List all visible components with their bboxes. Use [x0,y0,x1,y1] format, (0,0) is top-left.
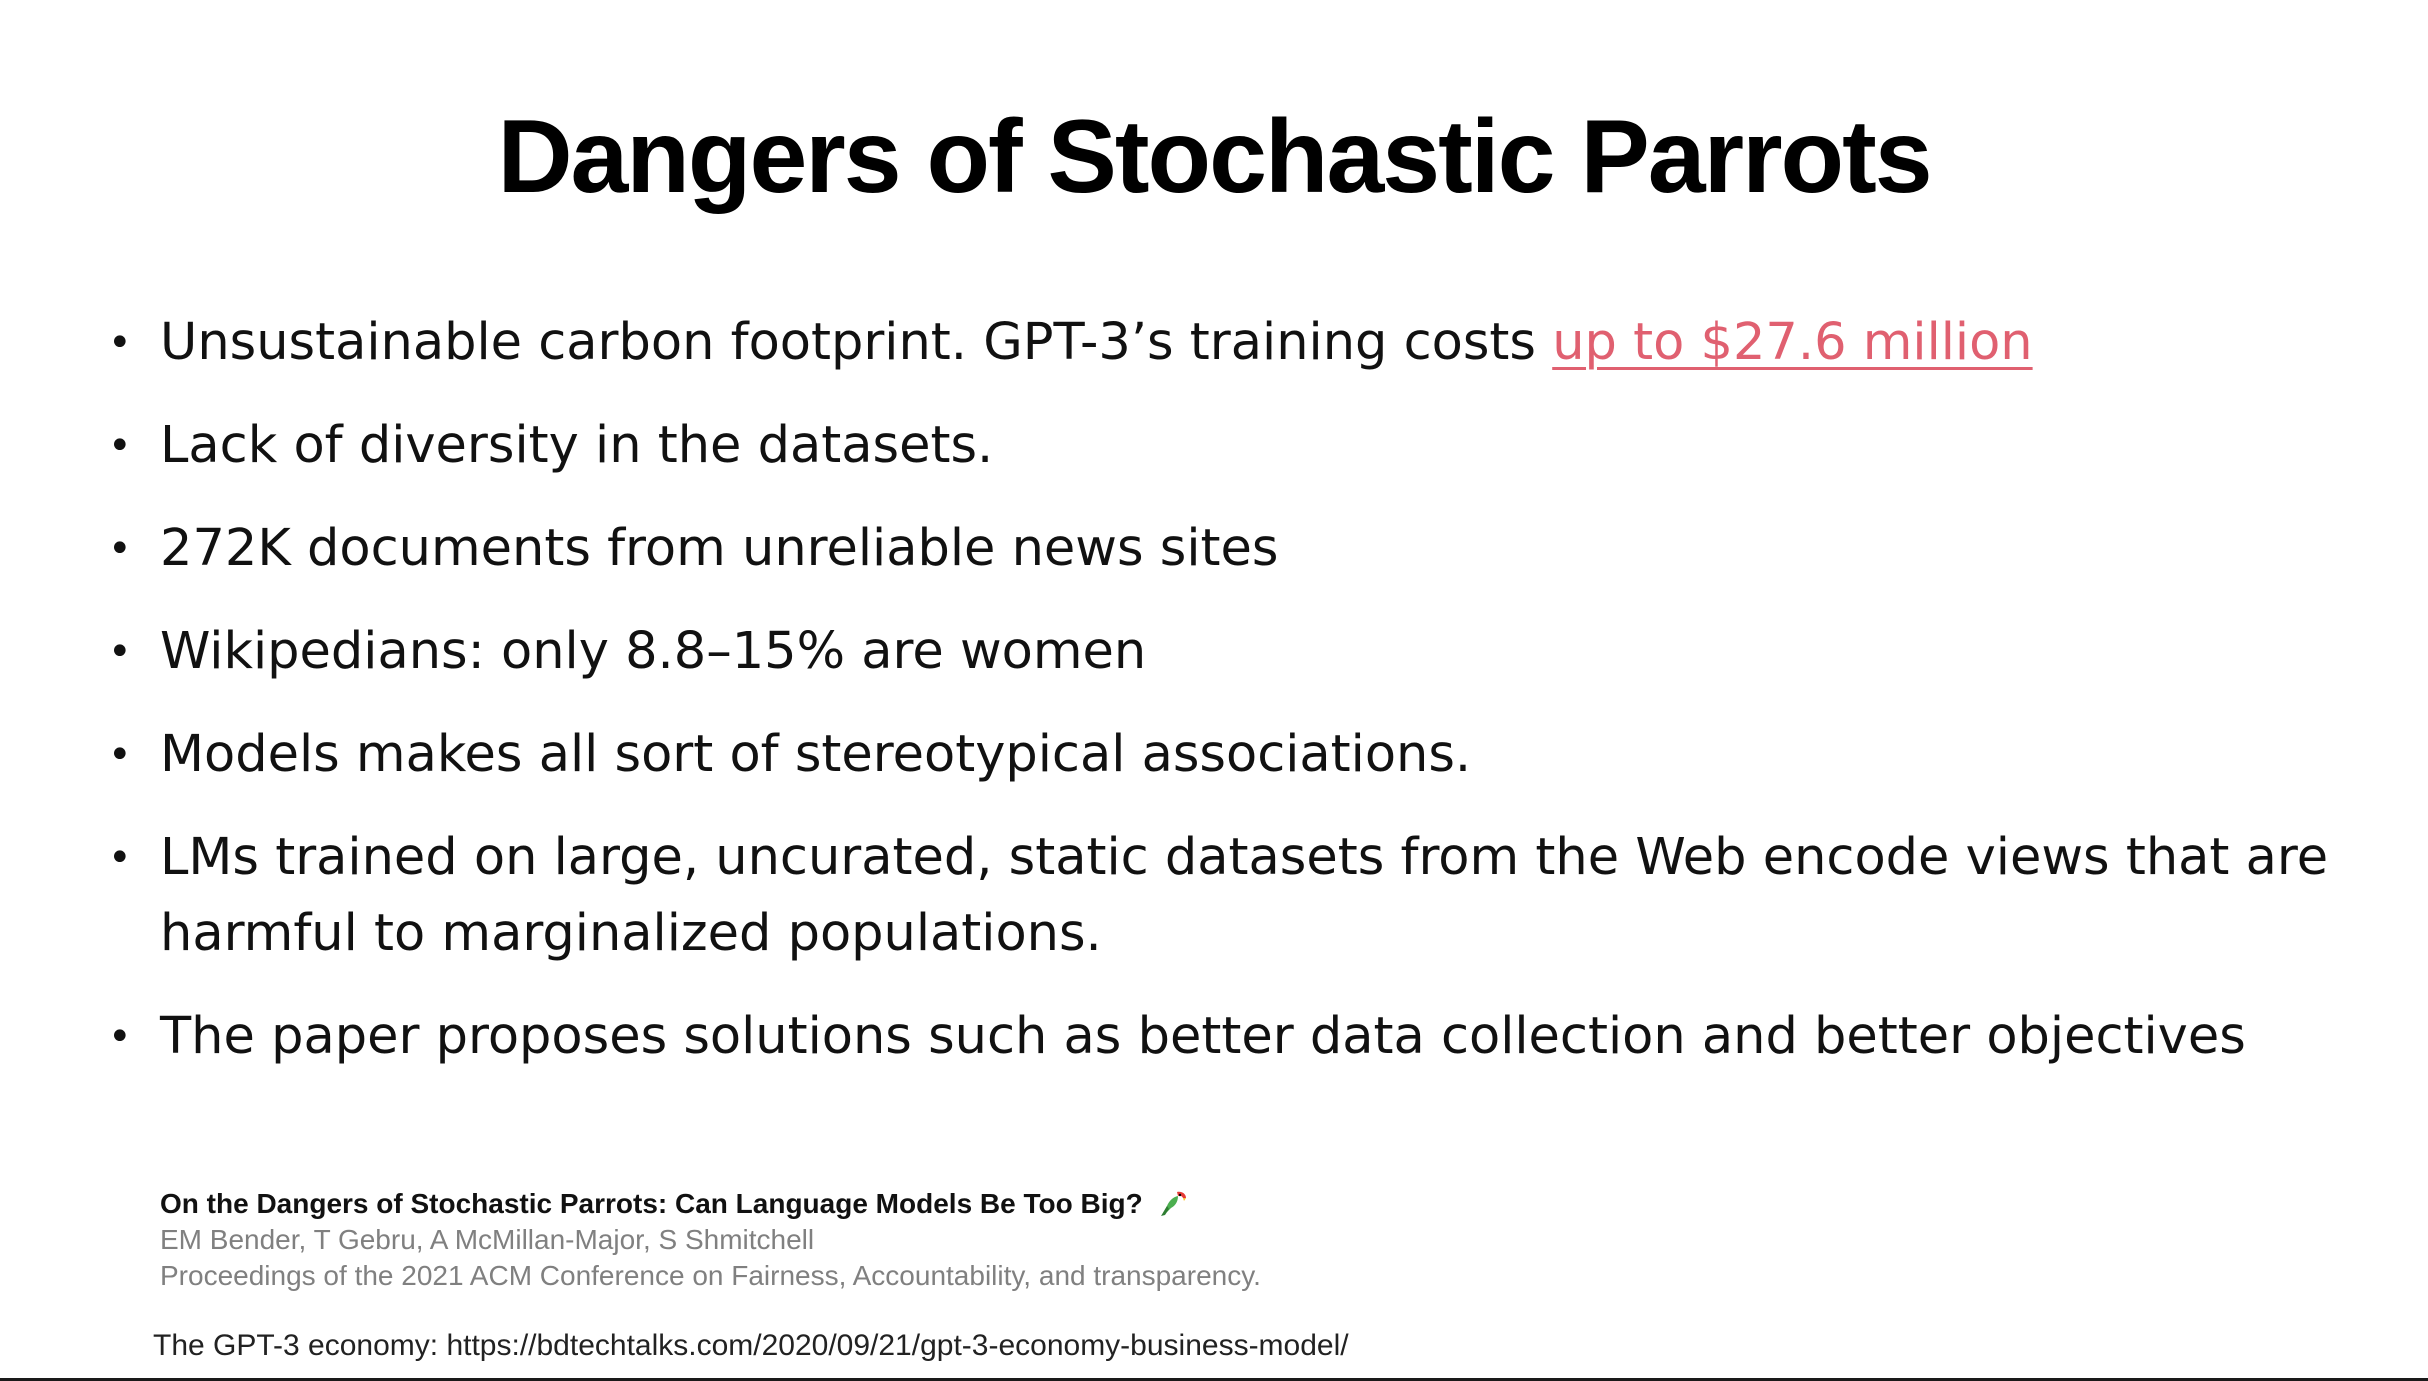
citation-block: On the Dangers of Stochastic Parrots: Ca… [160,1186,1261,1294]
bullet-dot: • [108,732,132,778]
bullet-item: • LMs trained on large, uncurated, stati… [100,820,2360,972]
bottom-divider [0,1378,2428,1381]
bullet-dot: • [108,835,132,881]
bullet-item: • Models makes all sort of stereotypical… [100,717,2360,793]
bullet-dot: • [108,629,132,675]
slide-title: Dangers of Stochastic Parrots [497,99,1932,215]
bullet-text: Lack of diversity in the datasets. [160,416,994,475]
citation-authors: EM Bender, T Gebru, A McMillan-Major, S … [160,1224,815,1255]
bullet-dot: • [108,1014,132,1060]
bullet-dot: • [108,320,132,366]
parrot-icon [1160,1191,1186,1216]
bullet-list: • Unsustainable carbon footprint. GPT-3’… [100,305,2360,1102]
bullet-text: Unsustainable carbon footprint. GPT-3’s … [160,313,1553,372]
bullet-item: • The paper proposes solutions such as b… [100,999,2360,1075]
footer-source: The GPT-3 economy: https://bdtechtalks.c… [153,1329,1349,1362]
bullet-dot: • [108,526,132,572]
bullet-text: LMs trained on large, uncurated, static … [160,828,2329,963]
citation-title-row: On the Dangers of Stochastic Parrots: Ca… [160,1186,1261,1222]
citation-venue: Proceedings of the 2021 ACM Conference o… [160,1260,1261,1291]
bullet-item: • Unsustainable carbon footprint. GPT-3’… [100,305,2360,381]
training-cost-link[interactable]: up to $27.6 million [1552,313,2033,372]
bullet-item: • Lack of diversity in the datasets. [100,408,2360,484]
bullet-item: • Wikipedians: only 8.8–15% are women [100,614,2360,690]
citation-title: On the Dangers of Stochastic Parrots: Ca… [160,1188,1143,1219]
bullet-text: 272K documents from unreliable news site… [160,519,1279,578]
bullet-text: Models makes all sort of stereotypical a… [160,725,1472,784]
bullet-dot: • [108,423,132,469]
bullet-item: • 272K documents from unreliable news si… [100,511,2360,587]
bullet-text: The paper proposes solutions such as bet… [160,1007,2246,1066]
bullet-text: Wikipedians: only 8.8–15% are women [160,622,1147,681]
